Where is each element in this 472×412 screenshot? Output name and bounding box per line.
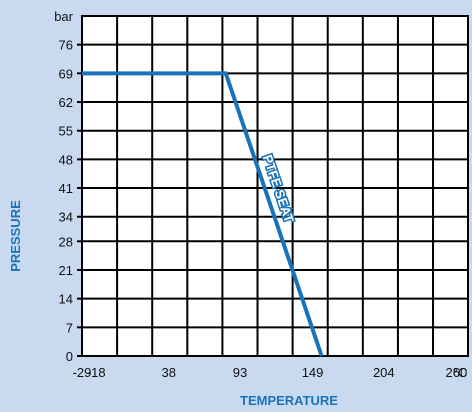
x-tick-label-1: -18 — [87, 365, 106, 380]
x-tick-label-4: 149 — [302, 365, 324, 380]
y-tick-label-11: 76 — [59, 38, 73, 53]
y-tick-label-0: 0 — [66, 349, 73, 364]
y-tick-label-5: 34 — [59, 210, 73, 225]
series-line-0 — [82, 71, 324, 357]
y-tick-label-3: 21 — [59, 263, 73, 278]
y-tick-label-9: 62 — [59, 95, 73, 110]
y-tick-label-6: 41 — [59, 181, 73, 196]
x-tick-label-0: -29 — [73, 365, 92, 380]
x-tick-label-6: 260 — [445, 365, 467, 380]
y-tick-label-2: 14 — [59, 292, 73, 307]
y-tick-label-10: 69 — [59, 66, 73, 81]
y-axis-title: PRESSURE — [8, 200, 23, 272]
grid-lines — [77, 16, 469, 357]
y-tick-label-7: 48 — [59, 152, 73, 167]
x-tick-label-2: 38 — [162, 365, 176, 380]
x-tick-label-5: 204 — [373, 365, 395, 380]
y-tick-label-4: 28 — [59, 234, 73, 249]
series-layer — [82, 71, 324, 357]
y-tick-label-8: 55 — [59, 124, 73, 139]
x-axis-title: TEMPERATURE — [240, 393, 338, 408]
x-tick-label-3: 93 — [233, 365, 247, 380]
y-unit-label: bar — [54, 9, 73, 24]
y-tick-label-1: 7 — [66, 320, 73, 335]
x-unit-label: °C — [453, 365, 468, 380]
x-tick-labels: -29-18 38 93 149 204 260 — [73, 365, 468, 380]
y-tick-labels: 0 7 14 21 28 34 41 48 55 62 69 76 — [59, 38, 73, 364]
